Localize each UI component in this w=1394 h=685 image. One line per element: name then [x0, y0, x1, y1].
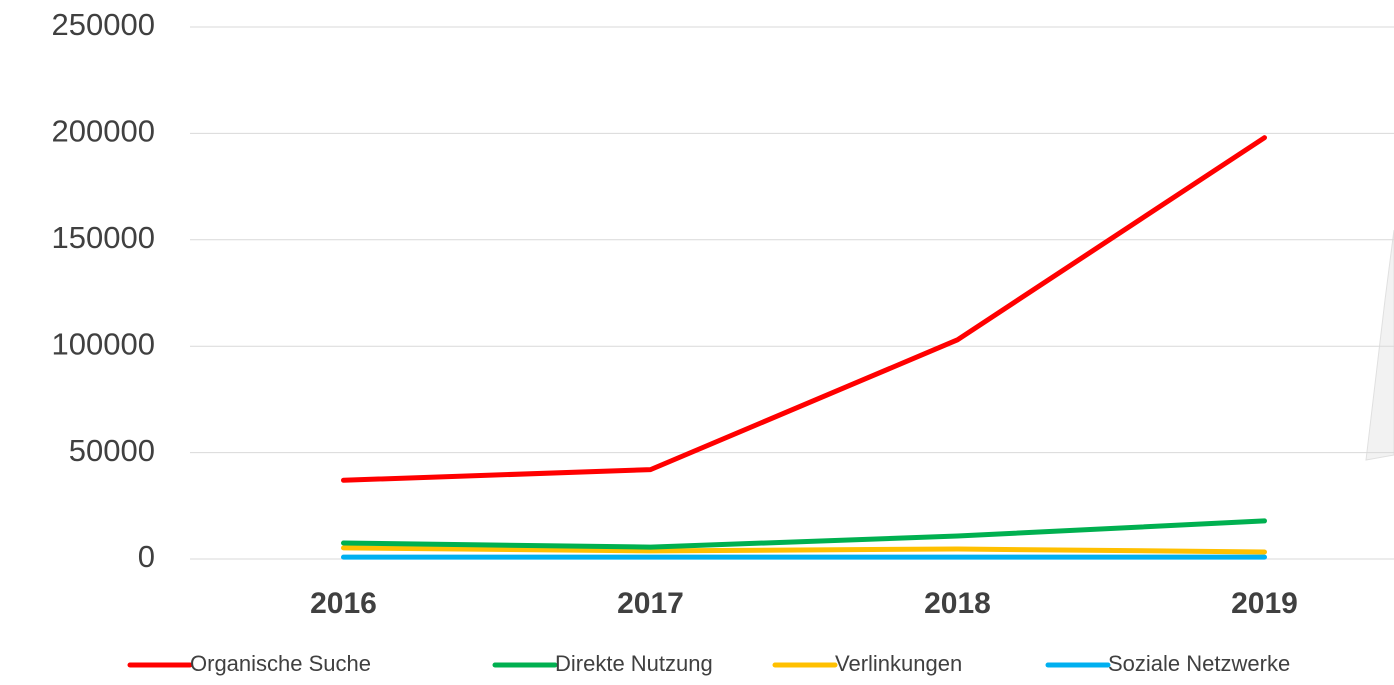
- x-tick-label: 2017: [617, 587, 684, 620]
- legend-label: Soziale Netzwerke: [1108, 651, 1290, 676]
- chart: 0 50000 100000 150000 200000 250000 2016 2017 20…: [0, 0, 1394, 685]
- x-tick-label: 2018: [924, 587, 991, 620]
- x-tick-label: 2016: [310, 587, 377, 620]
- y-tick-label: 150000: [52, 220, 155, 255]
- decoration: [1366, 230, 1394, 460]
- y-tick-label: 100000: [52, 326, 155, 361]
- x-tick-label: 2019: [1231, 587, 1298, 620]
- series-line: [344, 548, 1265, 552]
- y-tick-label: 50000: [69, 433, 155, 468]
- series-line: [344, 521, 1265, 547]
- y-tick-label: 250000: [52, 7, 155, 42]
- legend-label: Direkte Nutzung: [555, 651, 713, 676]
- legend-label: Verlinkungen: [835, 651, 962, 676]
- y-tick-label: 0: [138, 539, 155, 574]
- y-tick-label: 200000: [52, 114, 155, 149]
- series-line: [344, 138, 1265, 481]
- legend-label: Organische Suche: [190, 651, 371, 676]
